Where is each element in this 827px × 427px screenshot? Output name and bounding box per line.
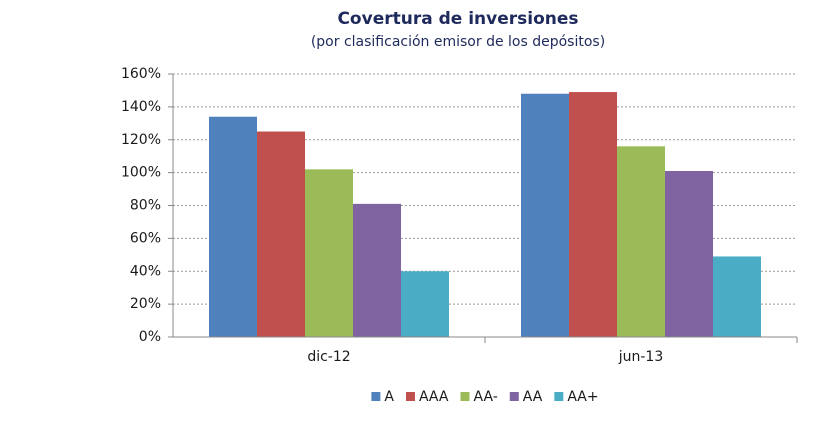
bar: [305, 169, 353, 337]
x-tick-label: dic-12: [307, 349, 350, 365]
legend-swatch: [371, 392, 381, 401]
legend-label: AA: [523, 389, 543, 405]
y-tick-label: 20%: [130, 296, 161, 312]
legend-label: A: [384, 389, 394, 405]
legend-label: AA-: [473, 389, 497, 405]
bar: [257, 131, 305, 337]
chart-title: Covertura de inversiones: [337, 9, 578, 29]
y-tick-label: 80%: [130, 198, 161, 214]
y-tick-label: 40%: [130, 263, 161, 279]
bar: [665, 170, 713, 337]
bar: [209, 116, 257, 337]
legend-label: AA+: [567, 389, 598, 405]
legend-swatch: [405, 392, 415, 401]
y-tick-label: 160%: [121, 66, 161, 82]
legend-swatch: [554, 392, 564, 401]
x-tick-label: jun-13: [618, 349, 664, 365]
y-tick-label: 0%: [139, 329, 161, 345]
y-tick-label: 140%: [121, 99, 161, 115]
y-tick-label: 120%: [121, 132, 161, 148]
y-tick-label: 60%: [130, 230, 161, 246]
legend-swatch: [509, 392, 519, 401]
y-tick-label: 100%: [121, 165, 161, 181]
bar: [353, 203, 401, 337]
bar: [713, 256, 761, 337]
legend-label: AAA: [419, 389, 449, 405]
bar: [521, 93, 569, 337]
bar: [569, 92, 617, 337]
chart-subtitle: (por clasificación emisor de los depósit…: [311, 34, 605, 50]
bar: [401, 271, 449, 337]
bar: [617, 146, 665, 337]
legend-swatch: [460, 392, 470, 401]
